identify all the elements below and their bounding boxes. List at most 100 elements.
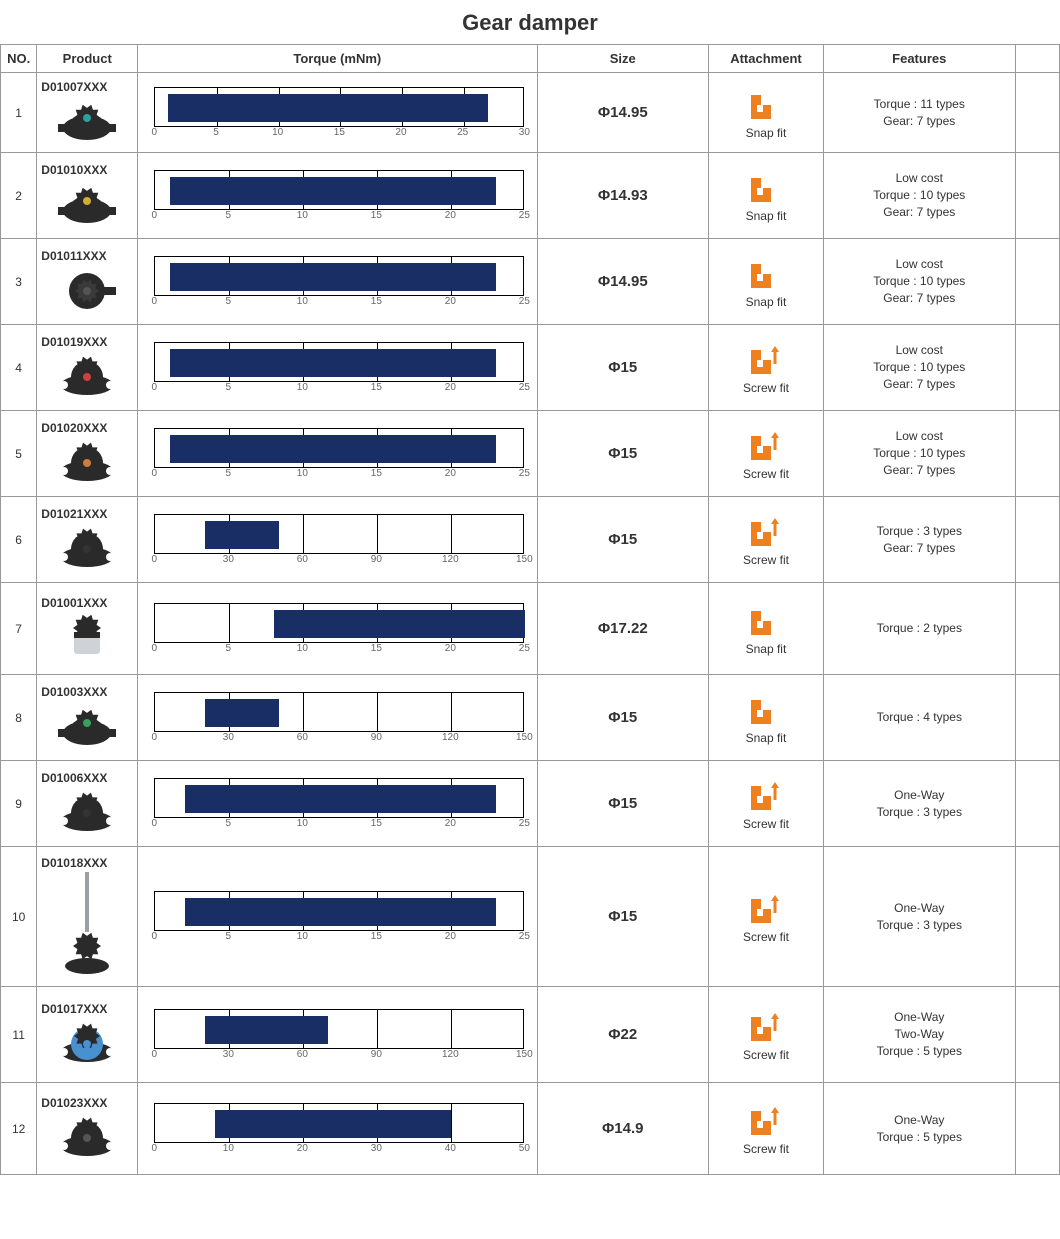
- feature-line: Torque : 3 types: [830, 917, 1009, 934]
- attachment-label: Snap fit: [709, 293, 823, 309]
- attachment-cell: Screw fit: [708, 761, 823, 847]
- attachment-label: Screw fit: [709, 928, 823, 944]
- product-code[interactable]: D01017XXX: [37, 1000, 137, 1016]
- size-value: Φ15: [537, 847, 708, 987]
- torque-chart-cell: 0510152025: [138, 239, 537, 325]
- row-number: 6: [1, 497, 37, 583]
- size-value: Φ14.95: [537, 73, 708, 153]
- torque-axis: 0510152025: [154, 382, 524, 396]
- table-row: 11D01017XXX0306090120150Φ22Screw fitOne-…: [1, 987, 1060, 1083]
- extra-cell: [1015, 987, 1059, 1083]
- product-code[interactable]: D01006XXX: [37, 769, 137, 785]
- feature-line: Low cost: [830, 256, 1009, 273]
- features-cell: Torque : 4 types: [823, 675, 1015, 761]
- torque-bar: [170, 435, 496, 463]
- row-number: 9: [1, 761, 37, 847]
- row-number: 1: [1, 73, 37, 153]
- torque-chart-cell: 0306090120150: [138, 987, 537, 1083]
- torque-bar: [205, 521, 279, 549]
- table-header-row: NO. Product Torque (mNm) Size Attachment…: [1, 45, 1060, 73]
- attachment-icon: [709, 429, 823, 465]
- table-row: 1D01007XXX051015202530Φ14.95Snap fitTorq…: [1, 73, 1060, 153]
- row-number: 3: [1, 239, 37, 325]
- feature-line: Torque : 4 types: [830, 709, 1009, 726]
- product-cell: D01006XXX: [37, 761, 138, 847]
- product-cell: D01021XXX: [37, 497, 138, 583]
- product-code[interactable]: D01021XXX: [37, 505, 137, 521]
- product-code[interactable]: D01023XXX: [37, 1094, 137, 1110]
- feature-line: Gear: 7 types: [830, 540, 1009, 557]
- product-image: [37, 870, 137, 980]
- attachment-cell: Screw fit: [708, 847, 823, 987]
- attachment-label: Screw fit: [709, 1140, 823, 1156]
- product-code[interactable]: D01001XXX: [37, 594, 137, 610]
- product-code[interactable]: D01018XXX: [37, 854, 137, 870]
- attachment-label: Screw fit: [709, 815, 823, 831]
- col-product: Product: [37, 45, 138, 73]
- table-row: 4D01019XXX0510152025Φ15Screw fitLow cost…: [1, 325, 1060, 411]
- attachment-icon: [709, 604, 823, 640]
- product-cell: D01023XXX: [37, 1083, 138, 1175]
- feature-line: One-Way: [830, 1112, 1009, 1129]
- feature-line: One-Way: [830, 1009, 1009, 1026]
- attachment-label: Screw fit: [709, 1046, 823, 1062]
- product-image: [37, 699, 137, 753]
- attachment-label: Snap fit: [709, 640, 823, 656]
- product-cell: D01003XXX: [37, 675, 138, 761]
- product-code[interactable]: D01003XXX: [37, 683, 137, 699]
- torque-bar: [274, 610, 526, 638]
- col-attachment: Attachment: [708, 45, 823, 73]
- extra-cell: [1015, 239, 1059, 325]
- feature-line: Torque : 3 types: [830, 523, 1009, 540]
- extra-cell: [1015, 325, 1059, 411]
- product-code[interactable]: D01007XXX: [37, 78, 137, 94]
- product-cell: D01010XXX: [37, 153, 138, 239]
- torque-bar: [185, 785, 496, 813]
- row-number: 12: [1, 1083, 37, 1175]
- product-cell: D01019XXX: [37, 325, 138, 411]
- feature-line: Low cost: [830, 342, 1009, 359]
- product-code[interactable]: D01010XXX: [37, 161, 137, 177]
- torque-axis: 0510152025: [154, 931, 524, 945]
- size-value: Φ14.93: [537, 153, 708, 239]
- feature-line: Two-Way: [830, 1026, 1009, 1043]
- feature-line: One-Way: [830, 900, 1009, 917]
- attachment-icon: [709, 1010, 823, 1046]
- product-cell: D01011XXX: [37, 239, 138, 325]
- torque-chart-cell: 051015202530: [138, 73, 537, 153]
- attachment-label: Snap fit: [709, 207, 823, 223]
- product-cell: D01007XXX: [37, 73, 138, 153]
- feature-line: Gear: 7 types: [830, 290, 1009, 307]
- product-code[interactable]: D01019XXX: [37, 333, 137, 349]
- torque-bar: [170, 263, 496, 291]
- feature-line: Torque : 5 types: [830, 1043, 1009, 1060]
- attachment-cell: Snap fit: [708, 675, 823, 761]
- table-row: 6D01021XXX0306090120150Φ15Screw fitTorqu…: [1, 497, 1060, 583]
- extra-cell: [1015, 761, 1059, 847]
- table-row: 7D01001XXX0510152025Φ17.22Snap fitTorque…: [1, 583, 1060, 675]
- feature-line: Low cost: [830, 428, 1009, 445]
- product-code[interactable]: D01020XXX: [37, 419, 137, 435]
- attachment-icon: [709, 693, 823, 729]
- extra-cell: [1015, 73, 1059, 153]
- product-image: [37, 1016, 137, 1070]
- torque-axis: 051015202530: [154, 127, 524, 141]
- feature-line: Torque : 5 types: [830, 1129, 1009, 1146]
- row-number: 5: [1, 411, 37, 497]
- attachment-icon: [709, 515, 823, 551]
- attachment-icon: [709, 88, 823, 124]
- attachment-cell: Snap fit: [708, 73, 823, 153]
- features-cell: Low costTorque : 10 typesGear: 7 types: [823, 325, 1015, 411]
- col-features: Features: [823, 45, 1015, 73]
- extra-cell: [1015, 1083, 1059, 1175]
- attachment-label: Snap fit: [709, 124, 823, 140]
- product-cell: D01020XXX: [37, 411, 138, 497]
- feature-line: Gear: 7 types: [830, 113, 1009, 130]
- feature-line: Torque : 10 types: [830, 273, 1009, 290]
- product-code[interactable]: D01011XXX: [37, 247, 137, 263]
- col-extra: [1015, 45, 1059, 73]
- feature-line: Torque : 2 types: [830, 620, 1009, 637]
- torque-chart-cell: 0510152025: [138, 411, 537, 497]
- attachment-icon: [709, 892, 823, 928]
- features-cell: Low costTorque : 10 typesGear: 7 types: [823, 239, 1015, 325]
